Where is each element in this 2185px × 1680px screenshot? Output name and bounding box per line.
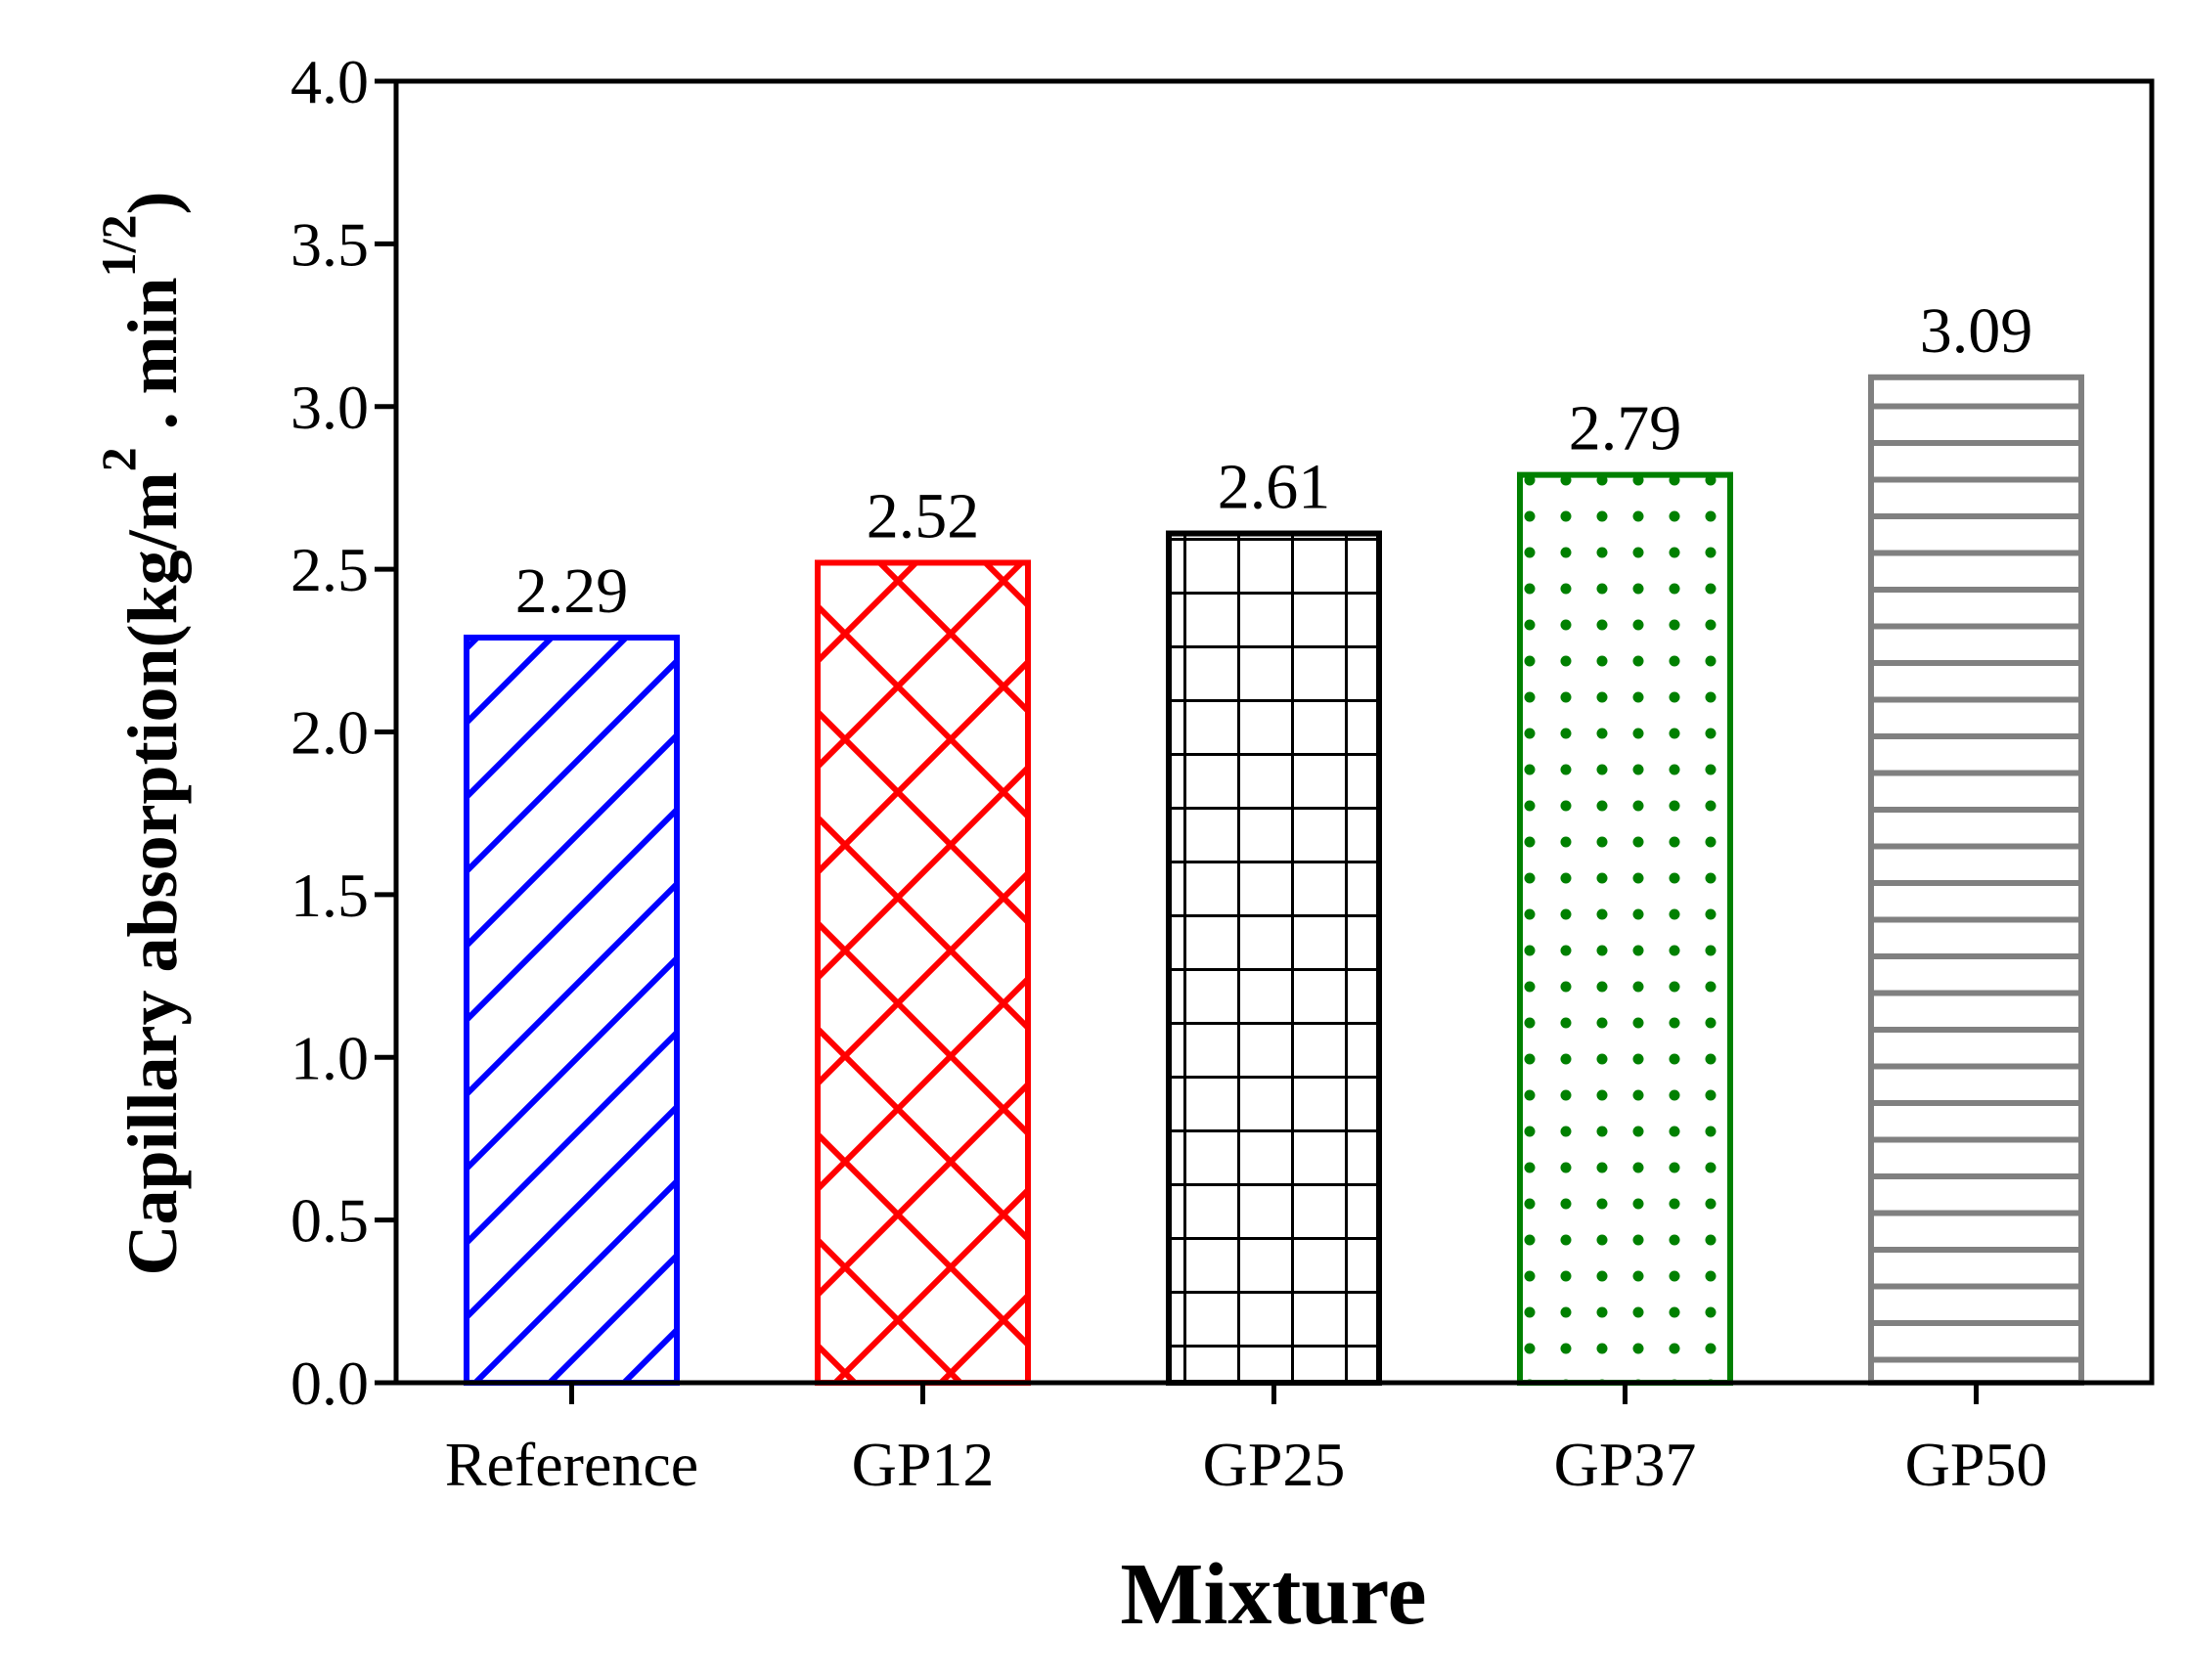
bar-reference	[464, 635, 680, 1386]
y-axis-title-sup2: 1/2	[91, 214, 146, 277]
data-label: 2.79	[1569, 393, 1682, 464]
x-tick-label: GP25	[1203, 1430, 1346, 1499]
bar-gp25	[1166, 530, 1382, 1386]
y-axis-title-main: Capillary absorption(kg/m	[113, 471, 192, 1275]
y-tick-label: 2.0	[290, 698, 369, 768]
y-tick-label: 3.5	[290, 209, 369, 279]
bar-gp50	[1868, 374, 2084, 1386]
y-tick-label: 2.5	[290, 535, 369, 604]
bar-pattern	[1871, 376, 2081, 1383]
bar-pattern	[1520, 474, 1730, 1383]
y-tick-label: 1.0	[290, 1023, 369, 1092]
y-tick-label: 3.0	[290, 373, 369, 442]
data-label: 2.29	[515, 555, 629, 627]
bars-layer	[464, 374, 2084, 1386]
y-axis-title-mid: . min	[113, 277, 192, 447]
y-axis-title: Capillary absorption(kg/m2 . min1/2)	[91, 191, 192, 1275]
y-tick-label: 0.5	[290, 1186, 369, 1256]
data-label: 2.61	[1218, 452, 1331, 523]
bar-pattern	[818, 562, 1028, 1383]
data-label: 2.52	[867, 480, 980, 552]
value-labels: 2.29 2.52 2.61 2.79 3.09	[515, 295, 2033, 627]
x-tick-label: GP37	[1554, 1430, 1697, 1499]
x-tick-label: GP50	[1905, 1430, 2048, 1499]
y-tick-label: 1.5	[290, 861, 369, 930]
x-tick-label: Reference	[445, 1430, 698, 1499]
x-axis-title: Mixture	[1120, 1546, 1426, 1643]
bar-pattern	[1169, 533, 1379, 1383]
y-axis-title-sup1: 2	[91, 447, 146, 471]
x-tick-label: GP12	[852, 1430, 995, 1499]
bar-gp37	[1517, 471, 1733, 1386]
y-tick-label: 0.0	[290, 1348, 369, 1418]
x-axis: Reference GP12 GP25 GP37 GP50	[445, 1383, 2048, 1499]
bar-gp12	[815, 559, 1031, 1386]
y-axis: 0.0 0.5 1.0 1.5 2.0 2.5 3.0 3.5 4.0	[290, 47, 396, 1418]
bar-pattern	[467, 638, 677, 1383]
y-tick-label: 4.0	[290, 47, 369, 116]
y-axis-title-end: )	[113, 191, 192, 214]
data-label: 3.09	[1920, 295, 2033, 367]
